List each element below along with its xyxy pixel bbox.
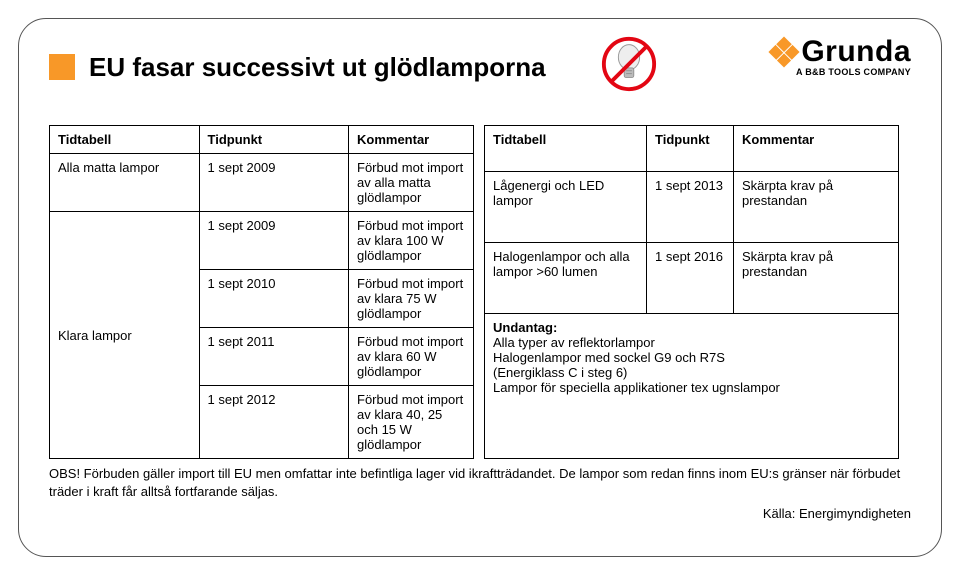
cell: Förbud mot import av klara 60 W glödlamp… — [349, 328, 474, 386]
table-left: Tidtabell Tidpunkt Kommentar Alla matta … — [49, 125, 474, 459]
table-header-row: Tidtabell Tidpunkt Kommentar — [485, 126, 899, 172]
logo-subtitle: A B&B TOOLS COMPANY — [796, 67, 911, 77]
table-row: Undantag: Alla typer av reflektorlampor … — [485, 313, 899, 458]
title-wrap: EU fasar successivt ut glödlamporna — [49, 41, 658, 93]
table-row: Klara lampor 1 sept 2009 Förbud mot impo… — [50, 212, 474, 270]
cell: 1 sept 2012 — [199, 386, 349, 459]
slide-frame: EU fasar successivt ut glödlamporna — [18, 18, 942, 557]
col-header: Tidtabell — [485, 126, 647, 172]
source-text: Källa: Energimyndigheten — [49, 506, 911, 521]
col-header: Tidtabell — [50, 126, 200, 154]
cell-klara: Klara lampor — [50, 212, 200, 459]
cell: Alla matta lampor — [50, 154, 200, 212]
table-right: Tidtabell Tidpunkt Kommentar Lågenergi o… — [484, 125, 899, 459]
note-text: OBS! Förbuden gäller import till EU men … — [49, 465, 911, 500]
cell: Skärpta krav på prestandan — [734, 172, 899, 243]
logo-text: Grunda — [801, 35, 911, 69]
orange-square-icon — [49, 54, 75, 80]
page-title: EU fasar successivt ut glödlamporna — [89, 52, 546, 83]
col-header: Kommentar — [734, 126, 899, 172]
header: EU fasar successivt ut glödlamporna — [49, 41, 911, 93]
cell: Förbud mot import av klara 40, 25 och 15… — [349, 386, 474, 459]
col-header: Kommentar — [349, 126, 474, 154]
cell: Halogenlampor och alla lampor >60 lumen — [485, 243, 647, 314]
undantag-body: Alla typer av reflektorlampor Halogenlam… — [493, 335, 780, 395]
cell: Lågenergi och LED lampor — [485, 172, 647, 243]
cell: 1 sept 2013 — [647, 172, 734, 243]
cell: Förbud mot import av klara 75 W glödlamp… — [349, 270, 474, 328]
table-row: Lågenergi och LED lampor 1 sept 2013 Skä… — [485, 172, 899, 243]
cell: 1 sept 2009 — [199, 154, 349, 212]
cell: Förbud mot import av alla matta glödlamp… — [349, 154, 474, 212]
cell: 1 sept 2011 — [199, 328, 349, 386]
col-header: Tidpunkt — [647, 126, 734, 172]
undantag-title: Undantag: — [493, 320, 557, 335]
col-header: Tidpunkt — [199, 126, 349, 154]
no-bulb-icon — [600, 35, 658, 93]
cell: Förbud mot import av klara 100 W glödlam… — [349, 212, 474, 270]
table-header-row: Tidtabell Tidpunkt Kommentar — [50, 126, 474, 154]
table-row: Halogenlampor och alla lampor >60 lumen … — [485, 243, 899, 314]
tables-row: Tidtabell Tidpunkt Kommentar Alla matta … — [49, 125, 911, 459]
cell: Skärpta krav på prestandan — [734, 243, 899, 314]
cell: 1 sept 2016 — [647, 243, 734, 314]
logo: Grunda A B&B TOOLS COMPANY — [773, 35, 911, 77]
cell: 1 sept 2009 — [199, 212, 349, 270]
table-row: Alla matta lampor 1 sept 2009 Förbud mot… — [50, 154, 474, 212]
cell-undantag: Undantag: Alla typer av reflektorlampor … — [485, 313, 899, 458]
logo-diamond-icon — [769, 36, 800, 67]
cell: 1 sept 2010 — [199, 270, 349, 328]
